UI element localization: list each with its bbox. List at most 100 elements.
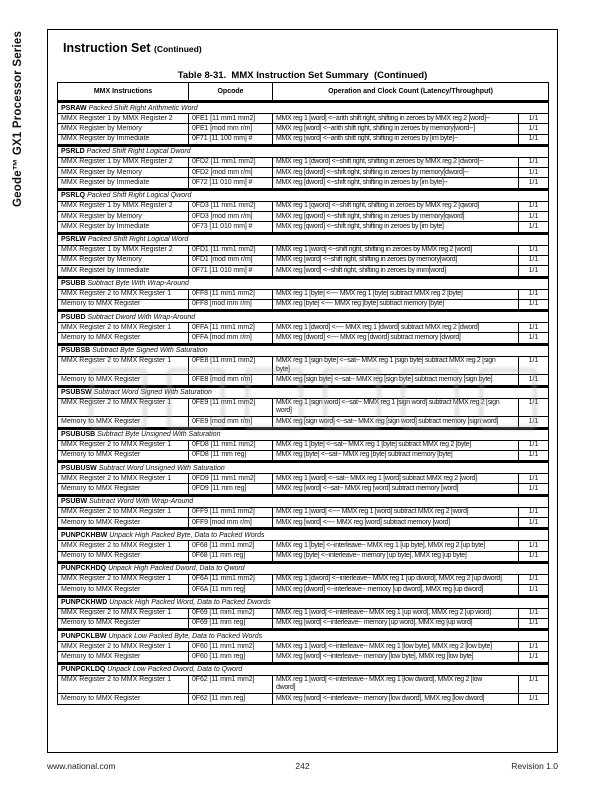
mnemonic: PSUBD bbox=[61, 313, 88, 321]
opcode-cell: 0FD9 [11 mm1 mm2] bbox=[188, 473, 273, 485]
instruction-group-cell: PSUBD Subtract Dword With Wrap-Around bbox=[56, 309, 550, 324]
instruction-cell: MMX Register 2 to MMX Register 1 bbox=[57, 573, 189, 586]
mmx-instruction-table: MMX Instructions Opcode Operation and Cl… bbox=[56, 82, 550, 705]
clock-count-cell: 1/1 bbox=[517, 167, 550, 179]
table-row: MMX Register 2 to MMX Register 1 0F60 [11… bbox=[57, 641, 550, 653]
instruction-group-row: PSUBW Subtract Word With Wrap-Around bbox=[56, 493, 550, 508]
instruction-cell: MMX Register 2 to MMX Register 1 bbox=[57, 439, 189, 451]
clock-count-cell: 1/1 bbox=[517, 607, 550, 619]
operation-cell: MMX reg [dword] <---- MMX reg [dword] su… bbox=[272, 332, 519, 345]
instruction-group-row: PUNPCKHWD Unpack High Packed Word, Data … bbox=[56, 594, 550, 609]
instruction-group-cell: PUNPCKHBW Unpack High Packed Byte, Data … bbox=[56, 527, 550, 542]
opcode-cell: 0F73 [11 010 mm] # bbox=[188, 221, 273, 234]
operation-cell: MMX reg [byte] <---- MMX reg [byte] subt… bbox=[272, 298, 519, 312]
instruction-group-row: PSRLD Packed Shift Right Logical Dword bbox=[56, 143, 550, 158]
instruction-cell: Memory to MMX Register bbox=[57, 550, 189, 563]
instruction-cell: MMX Register by Memory bbox=[57, 123, 189, 135]
instruction-group-cell: PSRLW Packed Shift Right Logical Word bbox=[56, 231, 550, 246]
mnemonic-description: Subtract Byte Signed With Saturation bbox=[92, 347, 208, 355]
operation-cell: MMX reg 1 [word] <--arith shift right, s… bbox=[272, 112, 519, 125]
table-row: Memory to MMX Register 0F62 [11 mm reg] MM… bbox=[57, 693, 550, 705]
col-header-operation-clock: Operation and Clock Count (Latency/Throu… bbox=[271, 82, 550, 102]
table-row: Memory to MMX Register 0FD9 [11 mm reg] MM… bbox=[57, 483, 550, 496]
table-row: Memory to MMX Register 0F68 [11 mm reg] MM… bbox=[57, 550, 550, 563]
operation-cell: MMX reg 1 [byte] <---- MMX reg 1 [byte] … bbox=[272, 288, 519, 300]
instruction-cell: MMX Register 1 by MMX Register 2 bbox=[57, 112, 189, 125]
instruction-group-row: PSRAW Packed Shift Right Arithmetic Word bbox=[56, 100, 550, 114]
mnemonic-description: Packed Shift Right Arithmetic Word bbox=[88, 104, 198, 112]
opcode-cell: 0F71 [11 010 mm] # bbox=[188, 265, 273, 278]
operation-cell: MMX reg 1 [qword] <--shift right, shifti… bbox=[272, 200, 519, 213]
footer-website: www.national.com bbox=[47, 761, 116, 771]
clock-count-cell: 1/1 bbox=[517, 573, 550, 586]
table-row: MMX Register by Immediate 0F72 [11 010 mm… bbox=[57, 177, 550, 190]
clock-count-cell: 1/1 bbox=[517, 133, 550, 146]
operation-cell: MMX reg [sign byte] <--sat-- MMX reg [si… bbox=[272, 374, 519, 387]
instruction-group-row: PSUBSW Subtract Word Signed With Saturat… bbox=[56, 384, 550, 399]
table-row: Memory to MMX Register 0FE8 [mod mm r/m] M… bbox=[57, 374, 550, 387]
opcode-cell: 0F68 [11 mm1 mm2] bbox=[188, 540, 273, 552]
instruction-group-cell: PUNPCKHWD Unpack High Packed Word, Data … bbox=[56, 594, 550, 609]
operation-cell: MMX reg 1 [word] <---- MMX reg 1 [word] … bbox=[272, 506, 519, 519]
table-row: Memory to MMX Register 0FFA [mod mm r/m] M… bbox=[57, 332, 550, 345]
mnemonic: PUNPCKHDQ bbox=[61, 565, 109, 573]
instruction-cell: Memory to MMX Register bbox=[57, 651, 189, 664]
opcode-cell: 0FD2 [mod mm r/m] bbox=[188, 167, 273, 179]
table-row: MMX Register 2 to MMX Register 1 0FF8 [11… bbox=[57, 288, 550, 300]
opcode-cell: 0F60 [11 mm1 mm2] bbox=[188, 641, 273, 653]
instruction-cell: MMX Register 2 to MMX Register 1 bbox=[57, 473, 189, 485]
opcode-cell: 0F68 [11 mm reg] bbox=[188, 550, 273, 563]
operation-cell: MMX reg 1 [word] <--interleave-- MMX reg… bbox=[272, 674, 519, 695]
instruction-group-row: PUNPCKLBW Unpack Low Packed Byte, Data t… bbox=[56, 628, 550, 643]
instruction-cell: MMX Register 2 to MMX Register 1 bbox=[57, 322, 189, 334]
instruction-cell: MMX Register 2 to MMX Register 1 bbox=[57, 674, 189, 695]
table-row: Memory to MMX Register 0FE9 [mod mm r/m] M… bbox=[57, 416, 550, 429]
table-row: MMX Register 2 to MMX Register 1 0FF9 [11… bbox=[57, 506, 550, 519]
mnemonic: PUNPCKLDQ bbox=[61, 666, 108, 674]
table-row: MMX Register by Immediate 0F73 [11 010 mm… bbox=[57, 221, 550, 234]
opcode-cell: 0FD1 [11 mm1 mm2] bbox=[188, 244, 273, 256]
mnemonic: PUNPCKHBW bbox=[61, 531, 110, 539]
clock-count-cell: 1/1 bbox=[517, 439, 550, 451]
opcode-cell: 0F71 [11 100 mm] # bbox=[188, 133, 273, 146]
operation-cell: MMX reg 1 [dword] <---- MMX reg 1 [dword… bbox=[272, 322, 519, 334]
sidebar-vertical-title: Geode™ GX1 Processor Series bbox=[12, 30, 24, 207]
mnemonic-description: Subtract Word With Wrap-Around bbox=[89, 498, 194, 506]
table-title: Table 8-31. MMX Instruction Set Summary … bbox=[177, 70, 428, 81]
instruction-cell: MMX Register by Immediate bbox=[57, 133, 189, 146]
mnemonic: PSRAW bbox=[61, 104, 89, 112]
clock-count-cell: 1/1 bbox=[517, 517, 550, 530]
table-row: MMX Register 2 to MMX Register 1 0F68 [11… bbox=[57, 540, 550, 552]
instruction-cell: Memory to MMX Register bbox=[57, 374, 189, 387]
clock-count-cell: 1/1 bbox=[517, 288, 550, 300]
mnemonic: PSUBUSB bbox=[61, 431, 98, 439]
mnemonic: PUNPCKLBW bbox=[61, 632, 109, 640]
opcode-cell: 0F62 [11 mm1 mm2] bbox=[188, 674, 273, 695]
instruction-cell: Memory to MMX Register bbox=[57, 483, 189, 496]
opcode-cell: 0FF9 [11 mm1 mm2] bbox=[188, 506, 273, 519]
clock-count-cell: 1/1 bbox=[517, 540, 550, 552]
clock-count-cell: 1/1 bbox=[517, 177, 550, 190]
opcode-cell: 0FE1 [mod mm r/m] bbox=[188, 123, 273, 135]
opcode-cell: 0F60 [11 mm reg] bbox=[188, 651, 273, 664]
mnemonic: PSRLD bbox=[61, 148, 87, 156]
section-heading-continued: (Continued) bbox=[154, 44, 202, 54]
instruction-cell: Memory to MMX Register bbox=[57, 332, 189, 345]
clock-count-cell: 1/1 bbox=[517, 244, 550, 256]
opcode-cell: 0FE8 [11 mm1 mm2] bbox=[188, 355, 273, 376]
instruction-group-cell: PSRLQ Packed Shift Right Logical Qword bbox=[56, 187, 550, 202]
instruction-group-cell: PUNPCKHDQ Unpack High Packed Dword, Data… bbox=[56, 560, 550, 575]
table-row: MMX Register by Memory 0FD3 [mod mm r/m] M… bbox=[57, 211, 550, 223]
instruction-group-row: PUNPCKHDQ Unpack High Packed Dword, Data… bbox=[56, 560, 550, 575]
operation-cell: MMX reg [byte] <--interleave-- memory [u… bbox=[272, 550, 519, 563]
instruction-cell: MMX Register 2 to MMX Register 1 bbox=[57, 288, 189, 300]
instruction-cell: Memory to MMX Register bbox=[57, 617, 189, 631]
operation-cell: MMX reg 1 [sign word] <--sat-- MMX reg 1… bbox=[272, 397, 519, 418]
instruction-cell: MMX Register 2 to MMX Register 1 bbox=[57, 607, 189, 619]
table-row: MMX Register 2 to MMX Register 1 0FE9 [11… bbox=[57, 397, 550, 418]
instruction-group-cell: PSUBSW Subtract Word Signed With Saturat… bbox=[56, 384, 550, 399]
instruction-group-row: PSUBSB Subtract Byte Signed With Saturat… bbox=[56, 342, 550, 357]
clock-count-cell: 1/1 bbox=[517, 617, 550, 631]
clock-count-cell: 1/1 bbox=[517, 123, 550, 135]
table-row: MMX Register 2 to MMX Register 1 0F69 [11… bbox=[57, 607, 550, 619]
